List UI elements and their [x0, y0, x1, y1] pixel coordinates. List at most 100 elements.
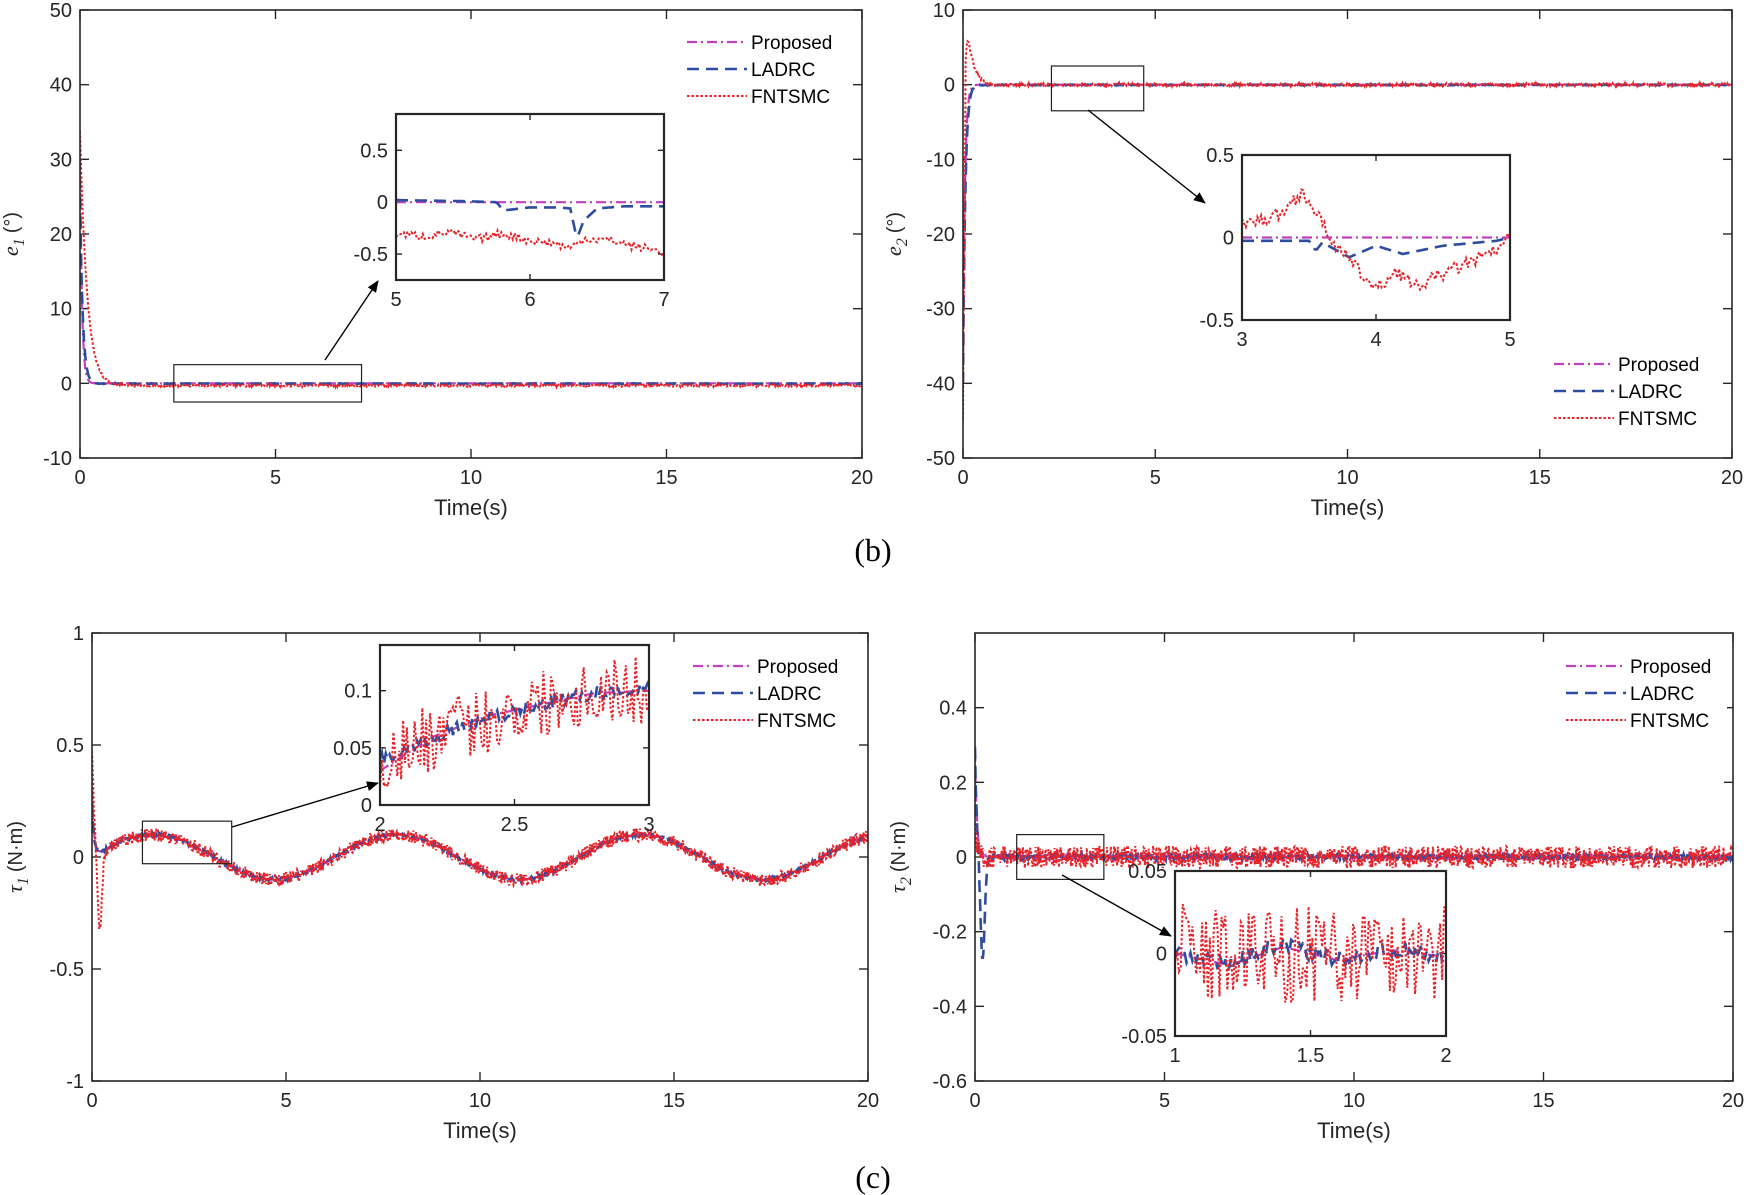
y-tick-label: -0.5 [50, 959, 84, 981]
axes-frame [91, 632, 869, 1082]
x-tick-label: 7 [658, 289, 669, 311]
inset-frame [378, 643, 651, 807]
legend-label-ladrc: LADRC [757, 684, 821, 705]
y-axis-subscript: 1 [11, 238, 28, 246]
y-tick-label: 0.5 [1206, 145, 1234, 167]
zoom-region-box [173, 364, 363, 403]
y-axis-label: τ2 (N·m) [885, 821, 915, 893]
zoom-region-box [1050, 65, 1145, 112]
x-axis-label: Time(s) [1317, 1118, 1391, 1143]
x-tick-label: 20 [851, 467, 873, 489]
x-tick-label: 15 [1532, 1090, 1554, 1112]
x-tick-label: 5 [270, 467, 281, 489]
y-tick-label: 0 [361, 795, 372, 817]
x-tick-label: 5 [1150, 467, 1161, 489]
y-tick-label: -10 [926, 149, 955, 171]
y-tick-label: 0 [1223, 228, 1234, 250]
zoom-arrow [324, 280, 379, 361]
y-tick-label: 0 [944, 75, 955, 97]
inset-series-line-fntsmc [380, 656, 649, 790]
y-tick-label: -10 [43, 448, 72, 470]
y-tick-label: 0.05 [1128, 861, 1167, 883]
y-tick-label: 40 [50, 75, 72, 97]
legend-label-fntsmc: FNTSMC [1618, 409, 1697, 430]
y-axis-label: e1 (°) [0, 212, 28, 256]
inset-series-line-ladrc [380, 679, 649, 765]
x-tick-label: 3 [1236, 329, 1247, 351]
y-axis-unit: (N·m) [5, 821, 27, 872]
y-tick-label: 10 [50, 299, 72, 321]
x-tick-label: 3 [643, 814, 654, 836]
y-axis-subscript: 2 [894, 238, 911, 246]
y-tick-label: -0.5 [1200, 310, 1234, 332]
legend-label-fntsmc: FNTSMC [751, 87, 830, 108]
legend-label-fntsmc: FNTSMC [1630, 711, 1709, 732]
chart-panel-tau1: 0 5 10 15 20-1-0.500.51Time(s)τ1(N·m)Propose… [2, 623, 879, 1143]
y-tick-label: 10 [933, 0, 955, 22]
x-tick-label: 0 [74, 467, 85, 489]
x-tick-label: 20 [857, 1090, 879, 1112]
x-tick-label: 10 [1343, 1090, 1365, 1112]
y-tick-label: 0.5 [56, 735, 84, 757]
x-tick-label: 5 [390, 289, 401, 311]
y-axis-label-group: τ1 (N·m) [2, 821, 32, 893]
x-axis-label: Time(s) [434, 495, 508, 520]
y-tick-label: 0.05 [333, 738, 372, 760]
inset-frame [1173, 869, 1448, 1038]
y-tick-label: -40 [926, 373, 955, 395]
x-axis-label: Time(s) [443, 1118, 517, 1143]
x-tick-label: 20 [1722, 1090, 1744, 1112]
x-tick-label: 2 [374, 814, 385, 836]
y-tick-label: -0.05 [1121, 1026, 1167, 1048]
y-tick-label: -0.5 [354, 244, 388, 266]
y-axis-label-group: e1 (°) [0, 212, 28, 256]
caption-b: (b) [854, 532, 891, 568]
legend-label-ladrc: LADRC [1618, 382, 1682, 403]
y-tick-label: 0.5 [360, 140, 388, 162]
caption-c: (c) [855, 1159, 891, 1195]
inset-series-line-fntsmc [396, 227, 664, 256]
zoom-arrow [1061, 874, 1172, 937]
x-tick-label: 1 [1169, 1045, 1180, 1067]
inset-frame [394, 112, 666, 282]
y-tick-label: -0.2 [933, 922, 967, 944]
chart-panel-tau2: 0 5 10 15 20-0.6-0.4-0.200.20.4Time(s)τ2(N·m… [885, 632, 1744, 1143]
inset-series-line-ladrc [1242, 236, 1510, 259]
y-axis-label-group: τ2 (N·m) [885, 821, 915, 893]
legend-label-ladrc: LADRC [751, 60, 815, 81]
y-tick-label: 0 [377, 192, 388, 214]
inset-frame [1240, 153, 1512, 322]
x-tick-label: 0 [957, 467, 968, 489]
y-axis-unit: (°) [884, 212, 906, 233]
x-tick-label: 5 [280, 1090, 291, 1112]
y-tick-label: 0 [61, 373, 72, 395]
y-axis-symbol: τ [2, 884, 27, 893]
y-axis-label-group: e2 (°) [881, 212, 911, 256]
inset-e2: 3 4 5 -0.5 0 0.5 [1200, 145, 1516, 351]
zoom-region-box [1016, 833, 1105, 880]
x-tick-label: 1.5 [1297, 1045, 1325, 1067]
x-tick-label: 5 [1159, 1090, 1170, 1112]
legend-label-ladrc: LADRC [1630, 684, 1694, 705]
x-tick-label: 10 [1336, 467, 1358, 489]
series-line-fntsmc [963, 39, 1732, 420]
x-tick-label: 4 [1370, 329, 1381, 351]
x-tick-label: 0 [86, 1090, 97, 1112]
zoom-arrow [1087, 109, 1206, 204]
y-axis-symbol: τ [885, 884, 910, 893]
y-axis-subscript: 2 [898, 877, 915, 885]
y-axis-label: e2 (°) [881, 212, 911, 256]
y-tick-label: -0.4 [933, 996, 967, 1018]
inset-series-line-fntsmc [1242, 188, 1510, 292]
y-tick-label: -50 [926, 448, 955, 470]
x-tick-label: 2 [1440, 1045, 1451, 1067]
y-axis-label: τ1 (N·m) [2, 821, 32, 893]
x-tick-label: 15 [663, 1090, 685, 1112]
x-tick-label: 5 [1504, 329, 1515, 351]
inset-tau2: 1 1.5 2 -0.05 0 0.05 [1121, 861, 1451, 1067]
series-line-fntsmc [975, 823, 1733, 871]
zoom-arrow [231, 781, 379, 828]
inset-series-line-fntsmc [1175, 903, 1446, 1003]
legend-label-proposed: Proposed [751, 33, 832, 54]
